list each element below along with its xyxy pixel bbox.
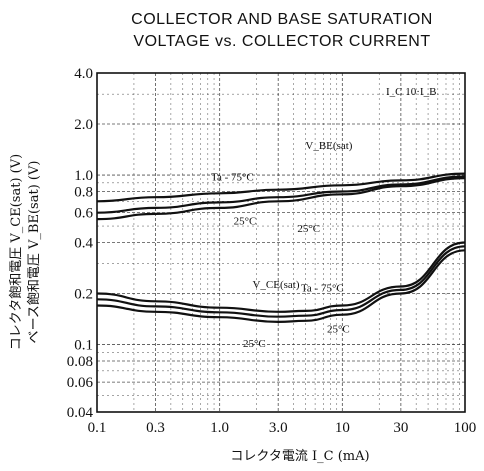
curve-annotation: V_BE(sat) [305,140,352,152]
y-tick-labels: 0.04 0.06 0.080.1 0.2 0.4 0.6 0.81.0 2.0 4.0 [67,66,94,421]
curve-annotation: V_CE(sat) [252,279,299,291]
series-line [96,175,466,214]
x-tick-label: 0.3 [146,420,165,436]
plot-frame [96,72,466,413]
condition-label: I_C 10·I_B [386,86,436,98]
x-tick-label: 3.0 [269,420,288,436]
chart-title-line-1: COLLECTOR AND BASE SATURATION [131,11,433,28]
y-tick-label: 0.08 [67,354,93,370]
curve-annotation: Ta - 75°C [211,171,254,183]
curve-annotations: V_BE(sat)Ta - 75°C25°C25°CV_CE(sat) Ta - … [211,140,353,350]
x-tick-label: 10 [335,420,350,436]
y-tick-label: 0.8 [74,184,93,200]
series-line [96,249,466,324]
data-curves [96,172,466,324]
x-tick-label: 0.1 [88,420,107,436]
y-tick-label: 0.1 [74,338,93,354]
x-tick-labels: 0.1 0.3 1.0 3.0 10 30 100 [88,420,477,436]
series-line [96,172,466,203]
series-line [96,177,466,221]
y-tick-label: 4.0 [74,66,93,82]
x-tick-label: 30 [393,420,408,436]
series-line [96,245,466,318]
y-tick-label: 0.06 [67,375,94,391]
y-axis-label-2: ベース飽和電圧 V_BE(sat) (V) [27,161,42,344]
y-tick-label: 0.04 [67,405,94,421]
y-tick-label: 0.4 [74,236,93,252]
series-line [96,241,466,313]
curve-annotation: 25°C [297,223,320,235]
curve-annotation: 25°C [243,338,266,350]
x-tick-label: 100 [454,420,477,436]
grid-lines [97,73,465,412]
y-axis-label-1: コレクタ飽和電圧 V_CE(sat) (V) [9,154,24,350]
y-tick-label: 0.6 [74,206,93,222]
x-tick-label: 1.0 [210,420,229,436]
chart-title-line-2: VOLTAGE vs. COLLECTOR CURRENT [133,33,430,50]
curve-annotation: Ta - 75°C [301,283,344,295]
curve-annotation: 25°C [327,323,350,335]
y-tick-label: 1.0 [74,168,93,184]
y-tick-label: 0.2 [74,287,93,303]
y-tick-label: 2.0 [74,117,93,133]
x-axis-label: コレクタ電流 I_C (mA) [230,449,369,464]
curve-annotation: 25°C [234,216,257,228]
